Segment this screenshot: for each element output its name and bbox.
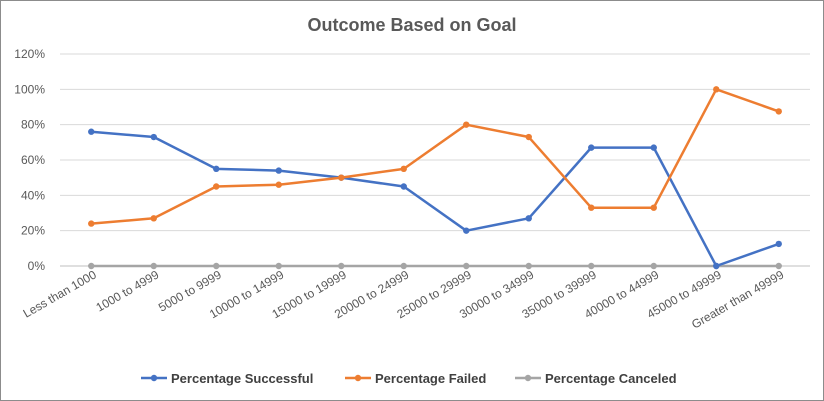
y-tick-label: 100% [14,82,45,96]
data-point [775,240,782,248]
data-point [463,121,470,128]
data-point [650,204,657,211]
data-point [588,144,595,151]
series-0 [88,128,782,270]
data-point [88,128,95,135]
x-tick-label: Less than 1000 [21,267,99,320]
legend-entry: Percentage Canceled [515,371,677,386]
data-point [400,262,407,270]
data-point [338,174,345,181]
data-point [588,204,595,211]
legend-entry: Percentage Failed [345,371,486,386]
data-point [400,165,407,173]
data-point [150,262,157,270]
y-tick-label: 60% [21,153,45,167]
y-tick-label: 80% [21,118,45,132]
y-tick-label: 40% [21,188,45,202]
data-point [525,133,532,141]
legend-label: Percentage Failed [375,371,486,386]
data-point [213,183,220,190]
data-point [525,262,532,270]
x-tick-label: 1000 to 4999 [94,267,162,314]
legend-label: Percentage Canceled [545,371,677,386]
data-point [463,262,470,270]
data-point [150,133,157,141]
series-line [90,130,780,268]
data-point [588,262,595,270]
y-tick-label: 20% [21,224,45,238]
data-point [213,262,220,270]
legend-label: Percentage Successful [171,371,313,386]
legend-swatch-marker [524,374,532,382]
y-tick-label: 120% [14,47,45,61]
data-point [338,262,345,270]
legend-swatch-marker [150,374,158,382]
data-point [275,181,282,188]
legend-swatch-marker [354,374,362,382]
data-point [213,165,220,173]
data-point [525,215,532,222]
series-1 [88,86,782,227]
data-point [275,262,282,270]
y-tick-label: 0% [28,259,46,273]
data-point [713,262,720,270]
data-point [463,227,470,234]
data-point [775,262,782,270]
series-2 [88,262,782,270]
data-point [650,262,657,270]
data-point [713,86,720,93]
data-point [400,183,407,190]
data-point [150,215,157,222]
data-point [650,144,657,151]
chart-title: Outcome Based on Goal [307,15,516,35]
data-point [88,262,95,270]
data-point [88,220,95,227]
legend-entry: Percentage Successful [141,371,313,386]
data-point [275,167,282,174]
series-line [90,88,780,225]
data-point [775,108,782,115]
